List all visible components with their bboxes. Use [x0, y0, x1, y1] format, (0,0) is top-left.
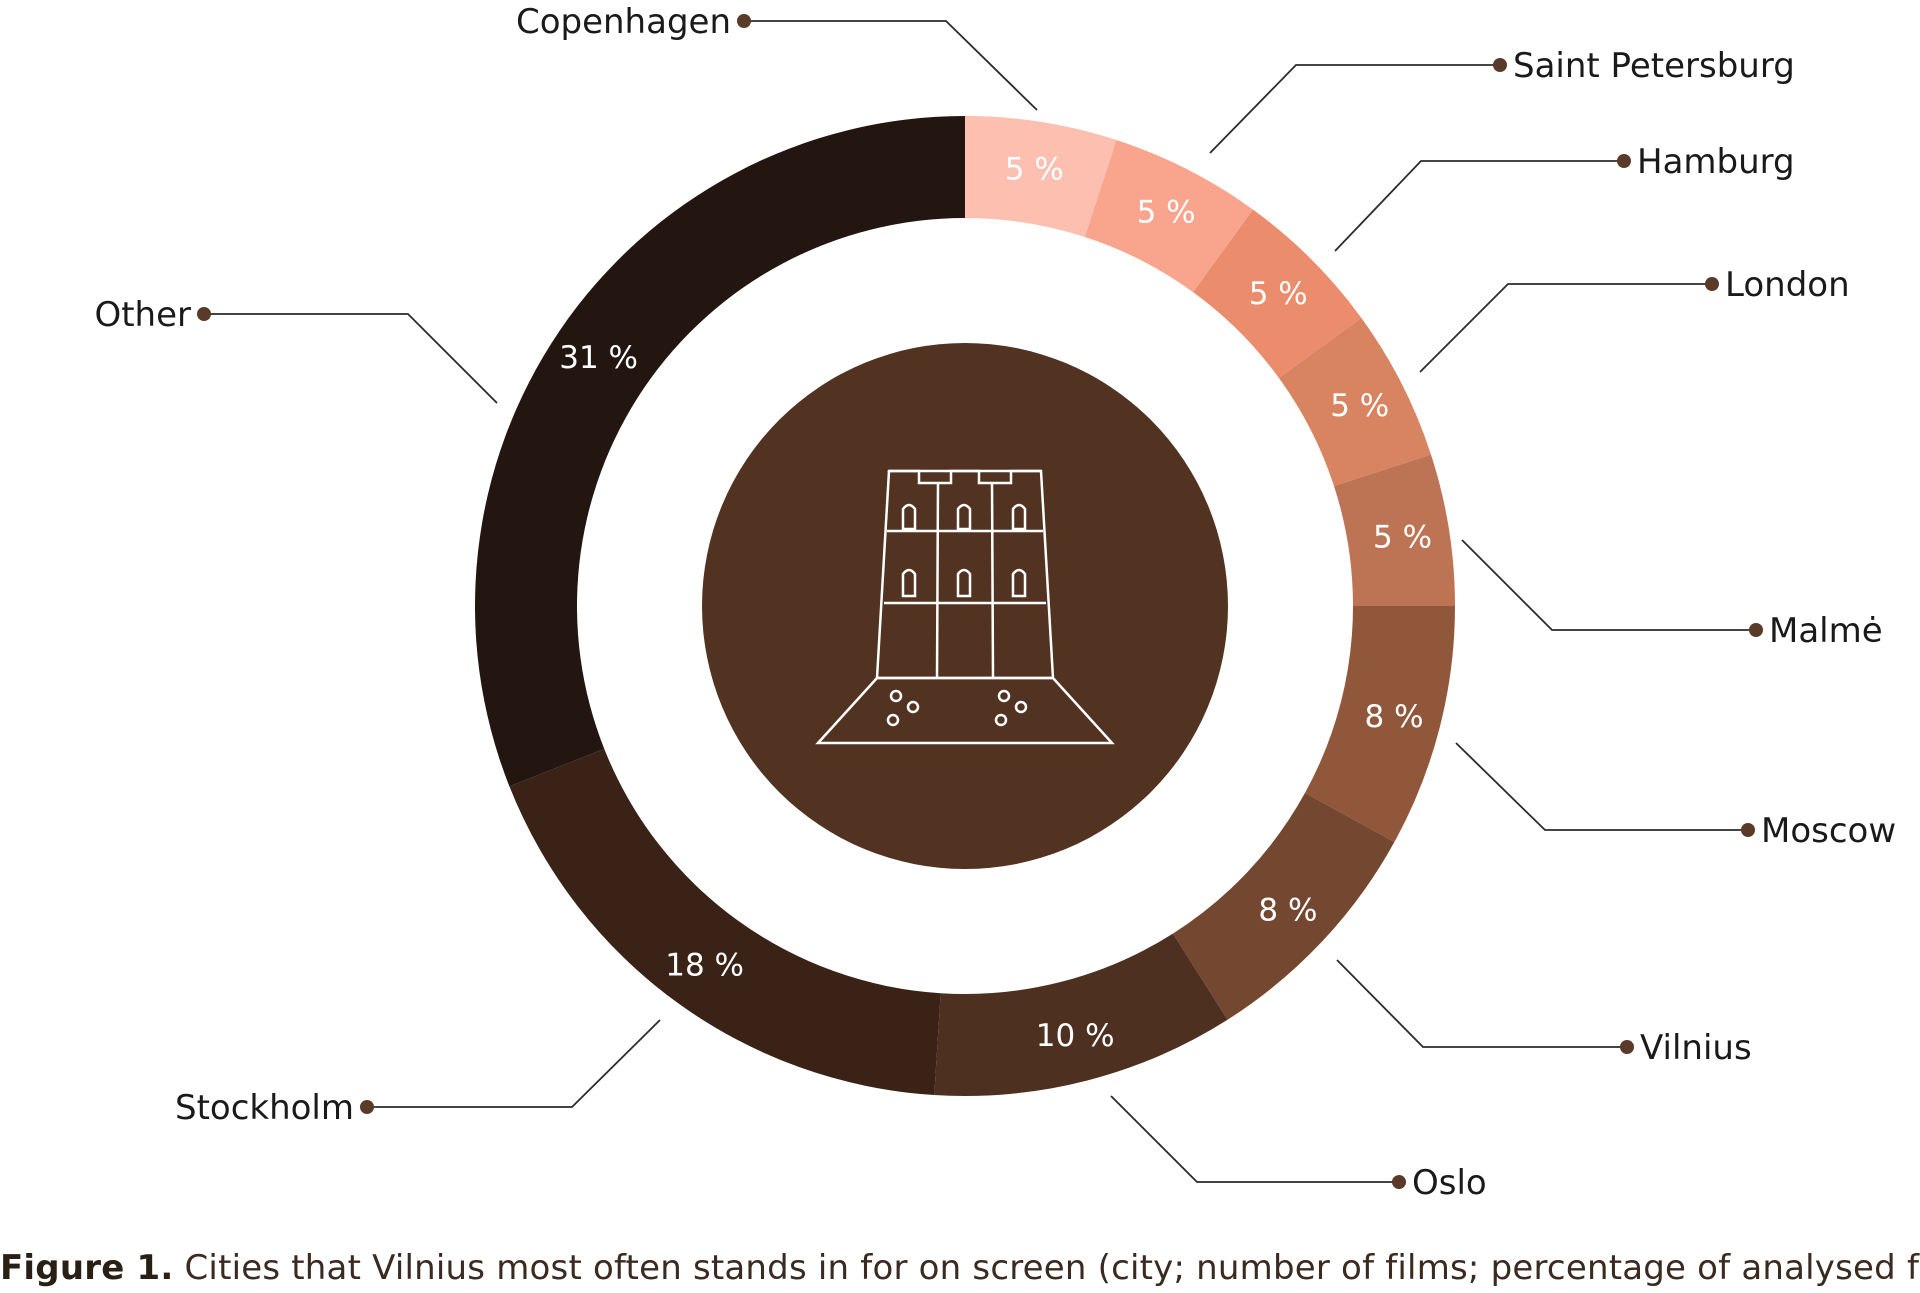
leader-line [744, 20, 1038, 111]
category-labels: Copenhagen Saint Petersburg Hamburg London M… [94, 2, 1896, 1203]
category-label-vilnius: Vilnius [1640, 1028, 1752, 1068]
category-label-oslo: Oslo [1412, 1163, 1487, 1203]
leader-line [1336, 959, 1627, 1048]
value-label: 5 % [1373, 520, 1432, 556]
category-label-london: London [1725, 265, 1850, 305]
slice-other [474, 116, 965, 787]
value-label: 31 % [559, 340, 638, 376]
figure-caption: Figure 1. Cities that Vilnius most often… [0, 1248, 1920, 1288]
value-label: 10 % [1036, 1018, 1115, 1054]
slice-copenhagen [965, 116, 1117, 237]
category-label-copenhagen: Copenhagen [516, 2, 731, 42]
leader-line [204, 313, 498, 404]
value-label: 8 % [1365, 699, 1424, 735]
value-label: 5 % [1005, 151, 1064, 187]
figure-label: Figure 1. [0, 1248, 174, 1288]
center-disk [702, 343, 1228, 869]
category-label-moscow: Moscow [1761, 811, 1896, 851]
leader-line [1209, 64, 1500, 154]
leader-lines [197, 14, 1763, 1189]
slice-london [1278, 317, 1432, 487]
leader-line [1110, 1095, 1399, 1183]
value-label: 18 % [665, 947, 744, 983]
leader-line [1461, 539, 1756, 631]
category-label-stockholm: Stockholm [175, 1088, 354, 1128]
leader-dot [1620, 1040, 1634, 1054]
leader-dot [737, 14, 751, 28]
leader-dot [197, 307, 211, 321]
leader-line [1334, 160, 1624, 252]
value-label: 8 % [1258, 892, 1317, 928]
category-label-saint-petersburg: Saint Petersburg [1513, 46, 1795, 86]
category-label-malmė: Malmė [1769, 611, 1883, 651]
slice-moscow [1305, 606, 1455, 843]
leader-dot [1617, 154, 1631, 168]
category-label-hamburg: Hamburg [1637, 142, 1795, 182]
leader-dot [1741, 823, 1755, 837]
caption-text: Cities that Vilnius most often stands in… [173, 1248, 1920, 1288]
slice-malmė [1334, 454, 1455, 606]
leader-dot [1392, 1175, 1406, 1189]
leader-dot [1493, 58, 1507, 72]
castle-tower-icon [815, 469, 1115, 745]
leader-line [1455, 742, 1748, 831]
slice-oslo [934, 933, 1228, 1096]
value-label: 5 % [1137, 194, 1196, 230]
slice-saint-petersburg [1084, 139, 1254, 293]
donut-slices [474, 116, 1455, 1096]
category-label-other: Other [94, 295, 191, 335]
leader-dot [360, 1100, 374, 1114]
value-label: 5 % [1330, 388, 1389, 424]
leader-dot [1705, 277, 1719, 291]
slice-stockholm [509, 748, 941, 1096]
leader-line [367, 1019, 661, 1108]
value-label: 5 % [1249, 276, 1308, 312]
leader-dot [1749, 623, 1763, 637]
leader-line [1419, 283, 1712, 373]
value-labels: 5 % 5 % 5 % 5 % 5 % 8 % 8 % 10 % 18 % 31 % [559, 151, 1432, 1054]
slice-vilnius [1172, 792, 1395, 1020]
slice-hamburg [1193, 209, 1362, 378]
